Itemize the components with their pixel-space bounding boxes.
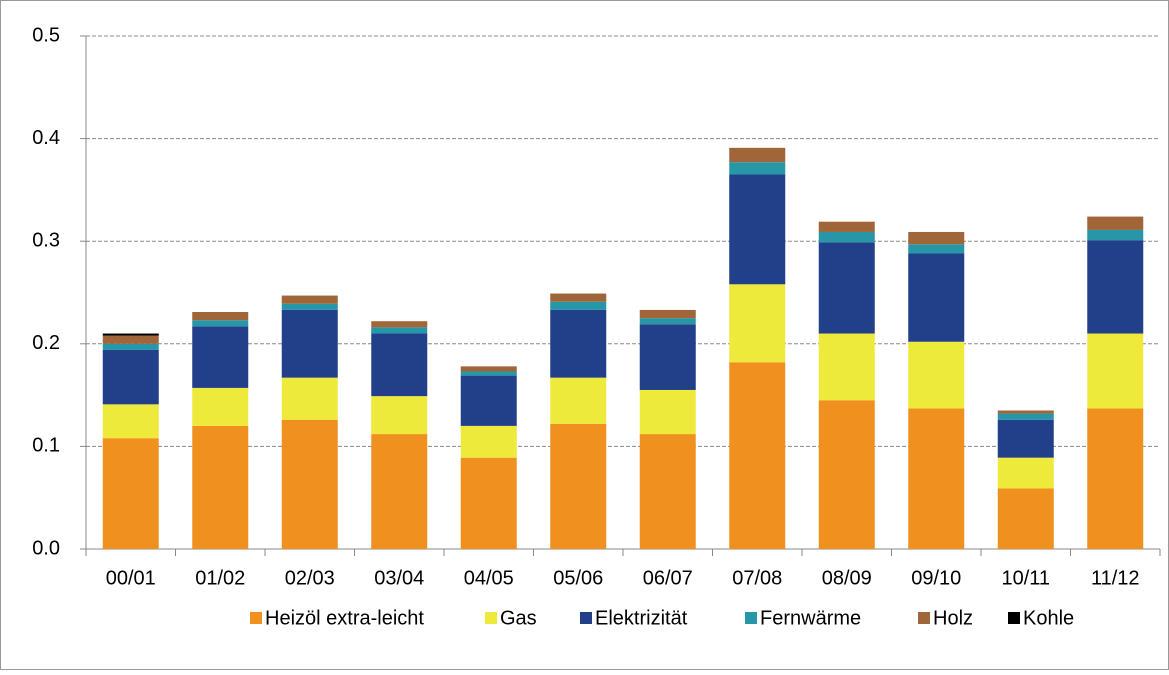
bar-segment <box>550 293 607 302</box>
bar-segment <box>729 362 786 549</box>
y-tick-label: 0.2 <box>32 332 60 354</box>
y-tick-label: 0.1 <box>32 435 60 457</box>
bar-segment <box>460 371 517 376</box>
bar-segment <box>1087 229 1144 241</box>
bar-segment <box>460 366 517 372</box>
bar-segment <box>1087 240 1144 334</box>
bar-segment <box>460 457 517 549</box>
legend-label: Gas <box>500 607 537 629</box>
x-tick-label: 07/08 <box>732 567 782 589</box>
legend-swatch <box>250 612 262 624</box>
bar-segment <box>371 396 428 435</box>
bar-segment <box>997 457 1054 489</box>
legend-label: Holz <box>933 607 973 629</box>
legend-swatch <box>580 612 592 624</box>
y-tick-label: 0.5 <box>32 24 60 46</box>
bar-segment <box>192 326 249 388</box>
bar-segment <box>281 303 338 310</box>
bar-segment <box>102 343 159 350</box>
bar-segment <box>729 162 786 175</box>
legend-label: Heizöl extra-leicht <box>265 607 424 629</box>
bar-segment <box>639 318 696 325</box>
bar-segment <box>102 404 159 439</box>
bar-segment <box>371 327 428 334</box>
x-tick-label: 11/12 <box>1091 567 1140 589</box>
bar-segment <box>639 389 696 435</box>
bar-segment <box>639 309 696 319</box>
bar-segment <box>997 413 1054 420</box>
legend-swatch <box>918 612 930 624</box>
legend-label: Fernwärme <box>760 607 861 629</box>
x-tick-label: 04/05 <box>464 567 514 589</box>
bar-segment <box>729 284 786 363</box>
bar-segment <box>1087 333 1144 409</box>
y-tick-label: 0.4 <box>32 127 60 149</box>
x-tick-label: 03/04 <box>374 567 424 589</box>
bar-segment <box>192 320 249 327</box>
x-tick-label: 09/10 <box>911 567 961 589</box>
legend-swatch <box>485 612 497 624</box>
bar-segment <box>550 301 607 310</box>
bar-segment <box>729 174 786 285</box>
bar-segment <box>908 341 965 409</box>
bar-segment <box>371 321 428 328</box>
bar-segment <box>997 419 1054 458</box>
bar-segment <box>102 349 159 405</box>
bar-segment <box>908 408 965 549</box>
bar-segment <box>460 425 517 458</box>
bar-segment <box>281 419 338 549</box>
y-tick-label: 0.3 <box>32 229 60 251</box>
bar-segment <box>371 333 428 397</box>
bar-segment <box>281 309 338 378</box>
bar-segment <box>281 377 338 420</box>
bar-segment <box>550 423 607 549</box>
bar-segment <box>102 438 159 549</box>
bar-segment <box>818 333 875 401</box>
bar-segment <box>1087 408 1144 549</box>
bar-segment <box>818 400 875 549</box>
bar-segment <box>1087 216 1144 230</box>
x-tick-label: 08/09 <box>822 567 872 589</box>
bar-segment <box>102 335 159 344</box>
x-tick-label: 01/02 <box>195 567 245 589</box>
bar-segment <box>460 375 517 426</box>
bar-segment <box>997 488 1054 549</box>
bar-segment <box>818 242 875 334</box>
legend-swatch <box>745 612 757 624</box>
x-tick-label: 05/06 <box>553 567 603 589</box>
bar-segment <box>192 425 249 549</box>
bar-segment <box>818 231 875 243</box>
legend-swatch <box>1008 612 1020 624</box>
bar-segment <box>102 333 159 336</box>
bar-segment <box>908 231 965 245</box>
bar-segment <box>192 311 249 321</box>
x-tick-label: 02/03 <box>285 567 335 589</box>
legend-label: Kohle <box>1023 607 1074 629</box>
bar-segment <box>908 253 965 342</box>
bar-segment <box>192 387 249 426</box>
bar-segment <box>997 410 1054 414</box>
bar-segment <box>639 324 696 390</box>
x-tick-label: 06/07 <box>643 567 693 589</box>
y-tick-label: 0.0 <box>32 537 60 559</box>
bar-segment <box>550 309 607 378</box>
legend-label: Elektrizität <box>595 607 688 629</box>
bar-segment <box>550 377 607 424</box>
x-tick-label: 10/11 <box>1001 567 1050 589</box>
bar-segment <box>729 147 786 163</box>
bar-segment <box>639 434 696 549</box>
bar-segment <box>818 221 875 232</box>
x-tick-label: 00/01 <box>106 567 156 589</box>
bar-segment <box>908 244 965 254</box>
bar-segment <box>281 295 338 304</box>
bar-segment <box>371 434 428 549</box>
